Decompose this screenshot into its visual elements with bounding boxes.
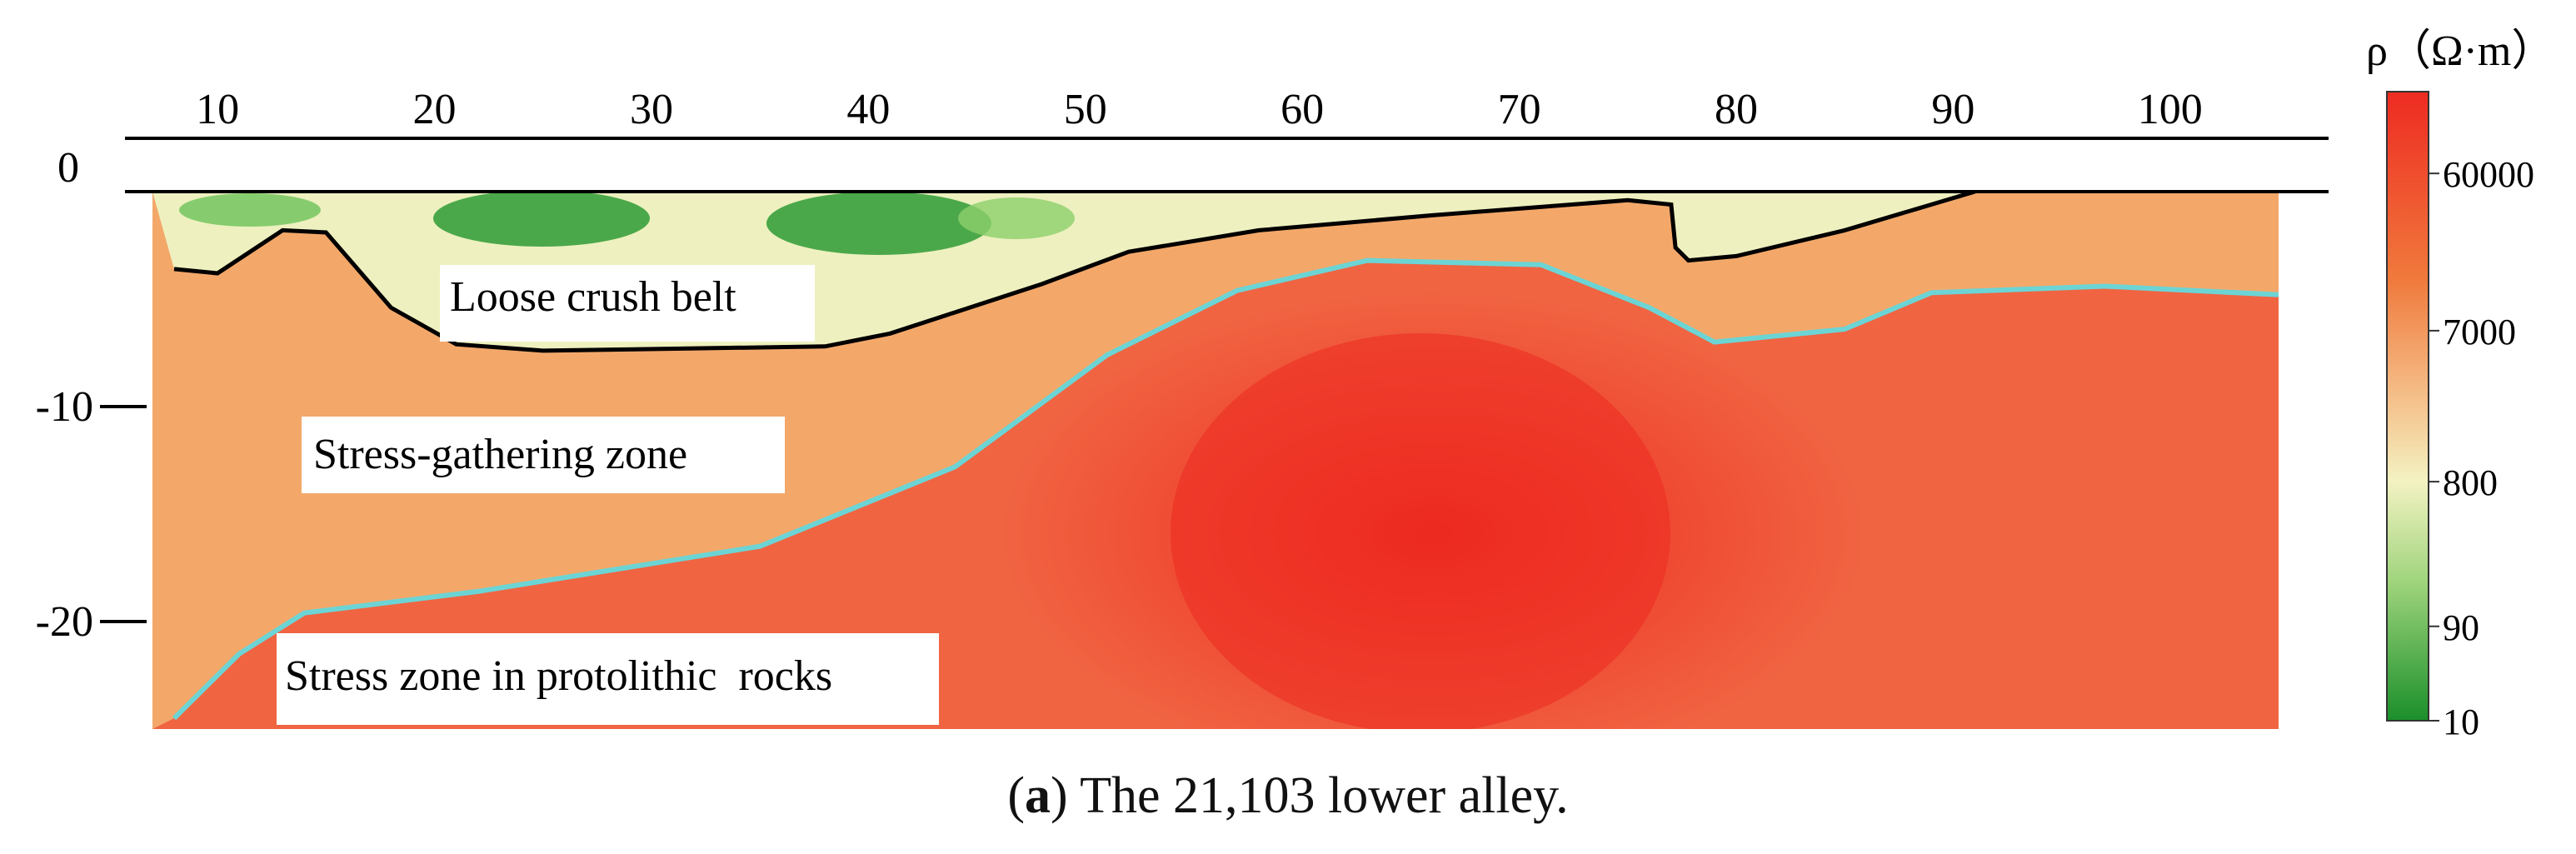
caption-panel-letter: a <box>1025 767 1051 824</box>
colorbar <box>2386 91 2429 722</box>
resistivity-section <box>152 192 2279 729</box>
zone-label-loose-text: Loose crush belt <box>450 273 736 321</box>
x-axis-ticks: 10 20 30 40 50 60 70 80 90 100 <box>196 86 2203 133</box>
loose-zone-boundary-line <box>173 192 1976 353</box>
high-resistivity-core <box>1171 333 1670 729</box>
colorbar-unit-label: ρ（Ω·m） <box>2366 27 2554 75</box>
x-tick-label: 80 <box>1715 86 1758 133</box>
colorbar-tick-label: 90 <box>2443 607 2479 648</box>
low-resistivity-patch <box>766 192 991 255</box>
zone-label-stress-gathering-text: Stress-gathering zone <box>313 431 687 478</box>
y-tick-label: -20 <box>36 598 93 646</box>
colorbar-ticks: 60000 7000 800 90 10 <box>2429 154 2534 742</box>
zone-label-protolithic-text: Stress zone in protolithic rocks <box>285 652 832 700</box>
x-tick-label: 70 <box>1498 86 1541 133</box>
colorbar-tick-label: 10 <box>2443 702 2479 742</box>
y-tick-label: 0 <box>57 144 79 192</box>
x-tick-label: 20 <box>413 86 457 133</box>
caption-text: ) The 21,103 lower alley. <box>1051 767 1569 824</box>
x-tick-label: 10 <box>196 86 239 133</box>
low-resistivity-patch <box>179 193 321 227</box>
colorbar-tick-label: 800 <box>2443 462 2498 503</box>
x-tick-label: 50 <box>1064 86 1107 133</box>
figure-caption: (a) The 21,103 lower alley. <box>1007 767 1569 824</box>
x-tick-label: 90 <box>1931 86 1974 133</box>
zone-label-loose: Loose crush belt <box>440 265 815 342</box>
zone-label-protolithic: Stress zone in protolithic rocks <box>277 633 939 725</box>
low-resistivity-patch <box>433 192 650 247</box>
colorbar-tick-label: 60000 <box>2443 154 2534 195</box>
colorbar-tick-label: 7000 <box>2443 312 2516 352</box>
x-tick-label: 60 <box>1281 86 1324 133</box>
stress-zone-boundary-line <box>172 257 2279 721</box>
low-resistivity-patch <box>958 197 1075 239</box>
y-axis-ticks: 0 -10 -20 <box>36 144 147 646</box>
y-tick-label: -10 <box>36 383 93 431</box>
x-tick-label: 100 <box>2138 86 2203 133</box>
zone-label-stress-gathering: Stress-gathering zone <box>302 417 785 493</box>
x-tick-label: 30 <box>630 86 673 133</box>
x-tick-label: 40 <box>846 86 890 133</box>
